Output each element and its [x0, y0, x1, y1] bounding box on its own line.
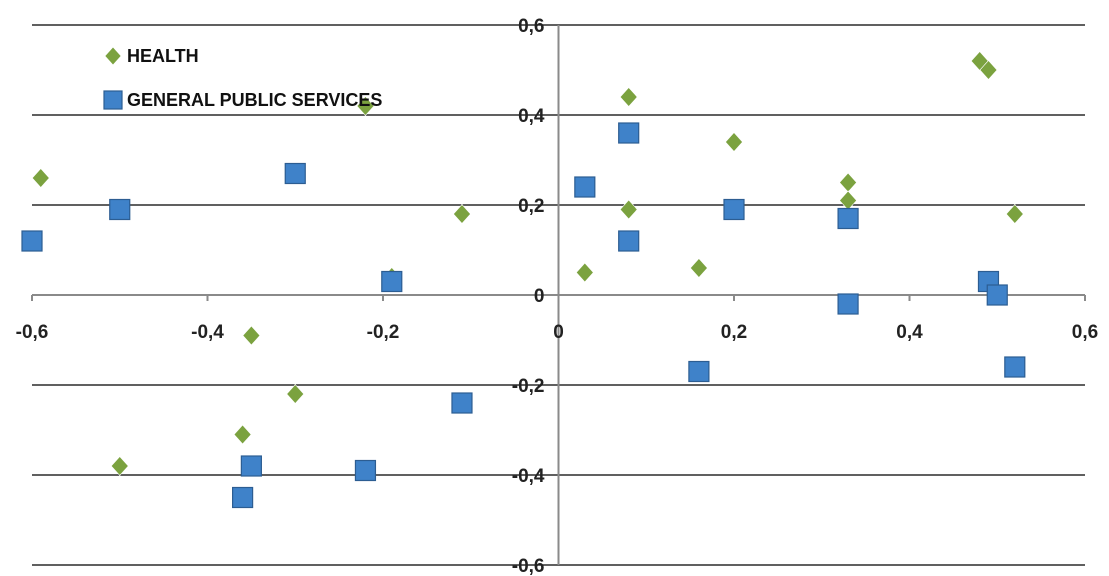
x-tick-label: -0,6 — [16, 322, 49, 343]
point-health — [839, 172, 858, 193]
point-health — [1005, 204, 1024, 224]
point-general-public-services — [574, 176, 596, 198]
tick-labels: -0,6 -0,4 -0,2 0 0,2 0,4 0,6 0,6 0,4 0,2 0 -0,2 -0,4… — [16, 16, 1099, 576]
y-tick-label: 0,6 — [518, 16, 544, 37]
point-health — [242, 325, 261, 346]
legend-marker-health — [105, 47, 121, 65]
point-general-public-services — [381, 270, 403, 293]
x-tick-label: 0,2 — [721, 322, 747, 343]
y-tick-label: -0,4 — [512, 466, 545, 487]
legend-item-general-public-services: GENERAL PUBLIC SERVICES — [103, 90, 382, 110]
point-general-public-services — [240, 455, 262, 477]
point-health — [233, 424, 252, 445]
point-health — [453, 204, 471, 224]
point-general-public-services — [618, 122, 640, 144]
axes — [31, 25, 1086, 565]
legend-label-general-public-services: GENERAL PUBLIC SERVICES — [127, 90, 382, 110]
point-health — [619, 199, 638, 220]
x-tick-label: 0,6 — [1072, 322, 1098, 343]
point-general-public-services — [232, 486, 254, 509]
data-points — [21, 51, 1026, 509]
point-general-public-services — [21, 230, 43, 252]
point-health — [356, 96, 375, 116]
point-health — [619, 87, 638, 107]
point-general-public-services — [1004, 356, 1026, 378]
point-general-public-services — [688, 360, 710, 383]
point-health — [575, 262, 594, 283]
y-tick-label: 0,2 — [518, 196, 544, 217]
point-health — [110, 456, 129, 476]
point-general-public-services — [354, 459, 377, 482]
point-general-public-services — [618, 230, 640, 252]
point-general-public-services — [837, 293, 859, 315]
x-tick-label: 0,4 — [896, 322, 923, 343]
legend-item-health: HEALTH — [105, 46, 199, 66]
legend-marker-general-public-services — [103, 90, 123, 110]
point-general-public-services — [837, 207, 859, 230]
x-tick-label: -0,4 — [191, 322, 224, 343]
point-health — [31, 168, 50, 188]
point-general-public-services — [986, 284, 1008, 306]
x-tick-label: -0,2 — [367, 322, 400, 343]
point-general-public-services — [109, 198, 131, 221]
y-tick-label: 0,4 — [518, 106, 545, 127]
point-general-public-services — [451, 392, 473, 414]
point-general-public-services — [723, 198, 745, 221]
y-tick-label: -0,2 — [512, 376, 545, 397]
legend-label-health: HEALTH — [127, 46, 199, 66]
point-general-public-services — [284, 162, 306, 185]
x-tick-label: 0 — [553, 322, 564, 343]
point-health — [725, 132, 743, 152]
point-health — [286, 384, 305, 404]
point-health — [839, 190, 858, 211]
y-tick-label: -0,6 — [512, 556, 545, 576]
y-tick-label: 0 — [534, 286, 545, 307]
legend: HEALTH GENERAL PUBLIC SERVICES — [103, 46, 382, 110]
point-health — [689, 258, 708, 278]
point-health — [979, 60, 998, 80]
